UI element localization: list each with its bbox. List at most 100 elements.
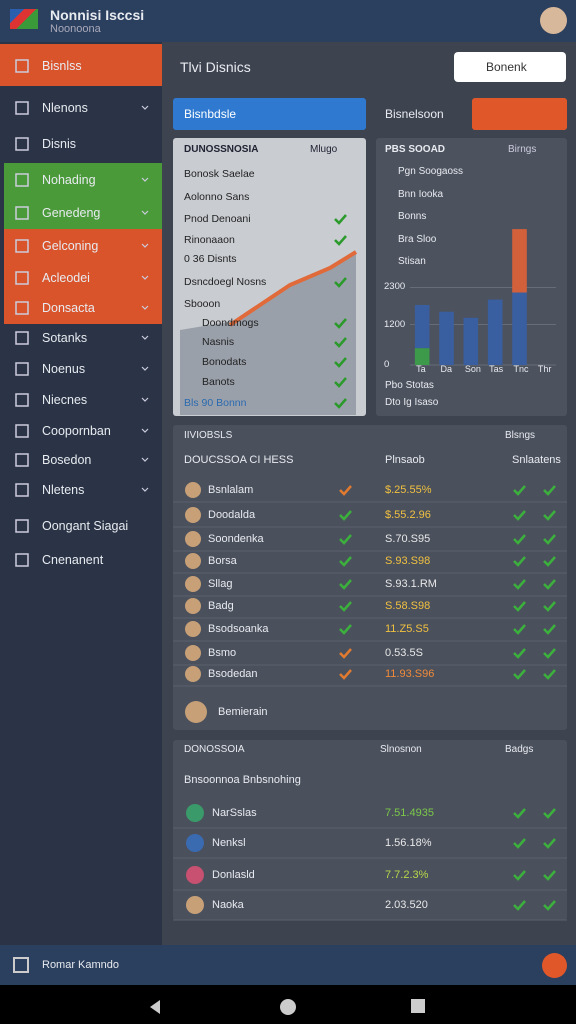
check-icon bbox=[543, 534, 556, 545]
nav-icon bbox=[15, 137, 29, 151]
legend-item: Bra Sloo bbox=[398, 233, 437, 245]
nav-item[interactable]: Disnis bbox=[42, 137, 77, 151]
search-text: Bonenk bbox=[486, 60, 527, 74]
check-icon bbox=[339, 485, 352, 496]
chart-card bbox=[376, 138, 567, 416]
bar bbox=[512, 229, 527, 293]
fab[interactable] bbox=[542, 953, 567, 978]
nav-highlight bbox=[4, 163, 162, 196]
check-icon bbox=[543, 624, 556, 635]
list-item: Pnod Denoani bbox=[184, 213, 251, 225]
check-icon bbox=[513, 648, 526, 659]
nav-icon bbox=[15, 239, 29, 253]
check-icon bbox=[334, 277, 347, 288]
check-icon bbox=[339, 510, 352, 521]
nav-item[interactable]: Sotanks bbox=[42, 331, 88, 345]
nav-item[interactable]: Noenus bbox=[42, 362, 86, 376]
search-box[interactable] bbox=[454, 52, 566, 82]
area-fill bbox=[180, 252, 356, 415]
chevron bbox=[141, 487, 149, 492]
check-icon bbox=[339, 624, 352, 635]
nav-item[interactable]: Bisnlss bbox=[42, 59, 82, 73]
nav-item[interactable]: Cnenanent bbox=[42, 553, 104, 567]
nav-item[interactable]: Nletens bbox=[42, 483, 85, 497]
row-name: Naoka bbox=[212, 899, 244, 911]
check-icon bbox=[513, 900, 526, 911]
row-value: 11.93.S96 bbox=[385, 668, 435, 680]
list-item: Bonosk Saelae bbox=[184, 168, 255, 180]
nav-icon bbox=[15, 59, 29, 73]
nav-item[interactable]: Niecnes bbox=[42, 393, 88, 407]
column-header: DOUCSSOA CI HESS bbox=[184, 454, 294, 466]
nav-item[interactable]: Gelconing bbox=[42, 239, 99, 253]
check-icon bbox=[334, 357, 347, 368]
list-item: Bls 90 Bonnn bbox=[184, 397, 247, 409]
row-name: Badg bbox=[208, 600, 234, 612]
user-name: Romar Kamndo bbox=[42, 959, 120, 971]
row-value: 7.7.2.3% bbox=[385, 869, 429, 881]
check-icon bbox=[339, 534, 352, 545]
nav-home[interactable] bbox=[280, 999, 296, 1015]
nav-item[interactable]: Acleodei bbox=[42, 271, 90, 285]
check-icon bbox=[543, 900, 556, 911]
nav-highlight bbox=[4, 261, 162, 294]
list-item: 0 36 Disnts bbox=[184, 253, 237, 265]
check-icon bbox=[513, 601, 526, 612]
card-action: Mlugo bbox=[310, 144, 338, 155]
row-avatar bbox=[185, 666, 201, 682]
check-icon bbox=[543, 556, 556, 567]
row-avatar bbox=[185, 507, 201, 523]
x-tick-label: Ta bbox=[416, 364, 426, 374]
nav-icon bbox=[15, 519, 29, 533]
list-item: Nasnis bbox=[202, 336, 235, 348]
check-icon bbox=[513, 870, 526, 881]
row-value: 0.53.5S bbox=[385, 647, 423, 659]
check-icon bbox=[543, 648, 556, 659]
table-action: Blsngs bbox=[505, 430, 536, 441]
nav-item[interactable]: Bosedon bbox=[42, 453, 92, 467]
chevron bbox=[141, 275, 149, 280]
row-name: Bsodedan bbox=[208, 668, 258, 680]
row-value: S.93.S98 bbox=[385, 555, 431, 567]
table-subtitle: Bnsoonnoa Bnbsnohing bbox=[184, 774, 301, 786]
nav-back[interactable] bbox=[150, 1000, 160, 1014]
nav-icon bbox=[15, 424, 29, 438]
chart-action: Birngs bbox=[508, 144, 537, 155]
avatar[interactable] bbox=[540, 7, 567, 34]
chevron bbox=[141, 457, 149, 462]
list-item: Doondmogs bbox=[202, 317, 259, 329]
nav-icon bbox=[15, 301, 29, 315]
chevron bbox=[141, 210, 149, 215]
check-icon bbox=[339, 601, 352, 612]
check-icon bbox=[543, 838, 556, 849]
nav-item[interactable]: Nohading bbox=[42, 173, 96, 187]
row-avatar bbox=[185, 598, 201, 614]
nav-icon bbox=[15, 362, 29, 376]
column-header: Plnsaob bbox=[385, 454, 425, 466]
chart-title: PBS SOOAD bbox=[385, 144, 446, 155]
dropdown[interactable] bbox=[173, 98, 366, 130]
check-icon bbox=[513, 808, 526, 819]
column-header: Slnosnon bbox=[380, 744, 422, 755]
nav-item[interactable]: Coopornban bbox=[42, 424, 111, 438]
x-tick-label: Tnc bbox=[513, 364, 529, 374]
chevron bbox=[141, 428, 149, 433]
check-icon bbox=[513, 579, 526, 590]
page-title: Tlvi Disnics bbox=[180, 59, 251, 75]
bar bbox=[414, 348, 430, 365]
check-icon bbox=[339, 669, 352, 680]
row-name: NarSslas bbox=[212, 807, 257, 819]
nav-recent[interactable] bbox=[411, 999, 425, 1013]
nav-item[interactable]: Oongant Siagai bbox=[42, 519, 129, 533]
orange-button[interactable] bbox=[472, 98, 567, 130]
nav-item[interactable]: Genedeng bbox=[42, 206, 101, 220]
row-name: Bsmo bbox=[208, 647, 237, 659]
row-value: S.93.1.RM bbox=[385, 578, 437, 590]
chevron bbox=[141, 243, 149, 248]
top-bar bbox=[0, 0, 576, 42]
nav-item[interactable]: Nlenons bbox=[42, 101, 88, 115]
nav-item[interactable]: Donsacta bbox=[42, 301, 95, 315]
check-icon bbox=[339, 556, 352, 567]
dropdown-text: Bisnbdsle bbox=[184, 107, 237, 121]
nav-icon bbox=[15, 331, 29, 345]
